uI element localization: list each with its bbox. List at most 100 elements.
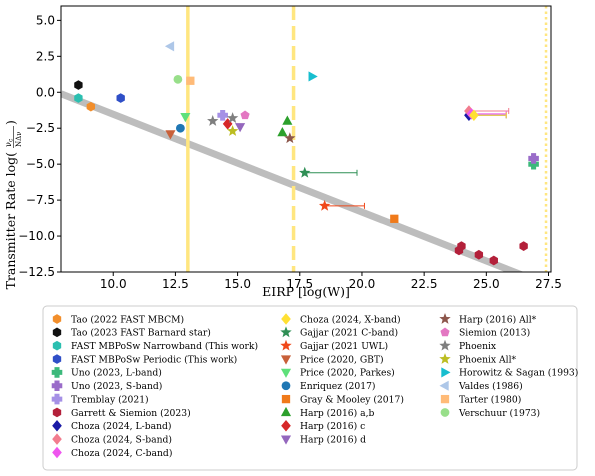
legend-label: Enriquez (2017) [300,381,376,392]
legend-item: Price (2020, GBT) [280,354,384,365]
legend-item: Uno (2023, S-band) [51,380,162,392]
data-point [277,127,288,137]
legend-marker [440,327,450,337]
x-tick-label: 15.0 [224,277,251,291]
legend-item: Choza (2024, S-band) [52,433,172,445]
plot-frame [60,5,552,273]
data-point [240,110,250,120]
axes: 10.0 12.5 15.0 17.5 20.0 22.5 25.0 27.5 5.0 2.5 0.… [3,5,562,299]
legend-item: FAST MBPoSw Periodic (This work) [52,354,237,365]
legend-item: Gajjar (2021 UWL) [280,339,388,352]
y-axis-title-numerator: ν [4,142,13,147]
legend-marker [439,313,451,324]
legend-label: Phoenix [459,341,497,352]
x-tick-label: 20.0 [349,277,376,291]
legend-label: Choza (2024, X-band) [300,314,401,325]
legend-marker [280,435,292,445]
legend-marker [52,433,62,445]
trend-line [61,90,524,272]
legend-marker [52,420,62,432]
legend-marker [52,340,62,351]
legend-label: Tremblay (2021) [71,394,149,405]
legend-item: Harp (2016) c [281,420,365,432]
legend-marker [52,446,62,459]
y-tick-label: −2.5 [26,121,55,135]
legend-marker [51,393,63,405]
data-point [299,166,311,178]
data-point [86,101,96,112]
data-point [217,109,228,121]
y-tick-label: 0.0 [36,85,55,99]
legend-marker [439,353,451,364]
data-point [74,80,83,90]
legend-item: Tao (2023 FAST Barnard star) [52,327,211,339]
legend-item: Harp (2016) d [280,434,366,445]
legend-label: Gajjar (2021 UWL) [300,341,388,352]
legend-marker [281,381,291,391]
legend-item: Phoenix [439,339,497,352]
legend-marker [52,407,62,418]
legend-item: Verschuur (1973) [440,408,540,419]
legend-item: Price (2020, Parkes) [280,368,395,379]
legend-marker [280,326,292,338]
x-tick-label: 12.5 [162,277,189,291]
legend-marker [440,408,450,417]
x-tick-label: 27.5 [535,277,562,291]
data-point [222,118,233,130]
data-point [457,241,466,251]
legend-label: Phoenix All* [459,354,517,365]
data-point [528,153,539,164]
legend-item: Tarter (1980) [440,394,521,405]
legend-item: Horowitz & Sagan (1993) [441,367,578,379]
legend-item: Gray & Mooley (2017) [281,394,404,405]
legend-label: Tao (2022 FAST MBCM) [71,314,184,325]
data-point [207,115,219,126]
legend-label: Garrett & Siemion (2023) [71,408,191,419]
legend-label: Choza (2024, L-band) [71,421,171,432]
data-point [489,255,498,266]
data-point [308,71,318,82]
y-tick-label: −12.5 [18,265,55,279]
legend-label: Price (2020, Parkes) [300,368,395,379]
y-tick-label: −7.5 [26,193,55,207]
data-point [173,74,183,84]
y-axis-title-close: ) [3,120,18,125]
legend-label: Tarter (1980) [459,394,521,405]
data-point [226,125,239,136]
y-axis-title-text: Transmitter Rate log( [3,152,18,289]
legend-item: Tao (2022 FAST MBCM) [52,314,184,325]
x-tick-label: 22.5 [411,277,438,291]
legend-item: Tremblay (2021) [51,393,149,405]
x-tick-label: 17.5 [286,277,313,291]
legend-item: FAST MBPoSw Narrowband (This work) [52,340,258,352]
legend-label: Uno (2023, S-band) [71,381,162,392]
y-tick-label: −10.0 [18,229,55,243]
legend-label: Verschuur (1973) [458,408,540,419]
legend-marker [280,406,292,417]
legend-label: Siemion (2013) [459,328,530,339]
data-point [235,123,246,133]
x-axis-title: EIRP [log(W)] [262,284,350,299]
legend-item: Harp (2016) All* [439,313,537,325]
y-tick-label: 2.5 [36,49,55,63]
legend-item: Siemion (2013) [440,327,530,339]
legend-marker [439,339,451,351]
legend-marker [440,394,450,404]
legend-item: Harp (2016) a,b [280,406,375,419]
data-point [282,115,293,125]
legend-marker [52,354,62,364]
legend-label: FAST MBPoSw Narrowband (This work) [71,341,258,352]
data-point [116,93,125,103]
legend-label: Harp (2016) a,b [300,408,375,419]
legend-marker [280,339,292,351]
legend-marker [280,368,292,378]
y-tick-label: 5.0 [36,13,55,27]
plot-area [61,6,548,272]
legend-marker [281,420,291,432]
data-point [165,130,176,140]
legend-label: Choza (2024, C-band) [71,448,172,459]
y-axis-title-denominator: NΔν [15,132,23,147]
legend-label: FAST MBPoSw Periodic (This work) [71,354,237,365]
legend-marker [51,380,63,392]
